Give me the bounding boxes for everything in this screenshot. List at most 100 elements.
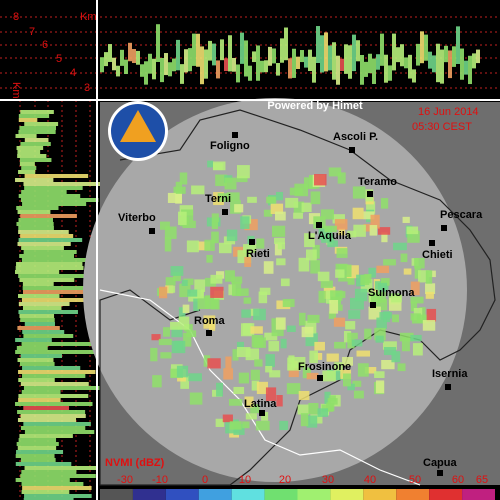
city-marker	[445, 384, 451, 390]
echo-row	[19, 278, 75, 282]
echo-cell	[224, 177, 237, 190]
scale-swatch	[297, 489, 331, 500]
echo-cell	[382, 341, 397, 350]
echo-row	[23, 334, 74, 338]
echo-column	[300, 50, 304, 63]
echo-column	[304, 56, 308, 68]
cities: Foligno Ascoli P. Teramo Terni Viterbo P…	[118, 131, 483, 476]
echo-column	[460, 48, 464, 80]
echo-cell	[183, 332, 192, 347]
echo-row	[18, 294, 60, 298]
scale-swatch	[330, 489, 364, 500]
echo-cell	[256, 238, 265, 249]
echo-row	[24, 186, 83, 190]
echo-cell	[333, 370, 344, 381]
echo-column	[160, 57, 164, 83]
echo-cell	[301, 202, 312, 212]
echo-column	[412, 69, 416, 83]
echo-cell	[211, 221, 218, 230]
echo-row	[15, 402, 93, 406]
echo-cell	[363, 211, 375, 220]
echo-cell	[228, 398, 243, 406]
echo-cell	[308, 402, 319, 415]
echo-cell	[391, 294, 402, 303]
echo-column	[384, 54, 388, 83]
echo-column	[148, 53, 152, 74]
city-marker	[316, 222, 322, 228]
echo-row	[21, 390, 61, 394]
echo-cell	[215, 174, 228, 187]
echo-column	[424, 34, 428, 61]
echo-cell	[264, 332, 278, 341]
echo-cell	[182, 304, 190, 313]
echo-cell	[410, 281, 420, 296]
echo-cell	[333, 317, 346, 327]
echo-cell	[403, 268, 412, 275]
echo-cell	[212, 161, 226, 171]
echo-column	[220, 39, 224, 61]
echo-cell	[366, 201, 376, 214]
echo-cell	[250, 404, 260, 414]
echo-column	[248, 65, 252, 81]
echo-column	[312, 56, 316, 83]
echo-cell	[286, 383, 301, 395]
echo-row	[17, 150, 41, 154]
echo-cell	[179, 283, 191, 298]
echo-column	[212, 43, 216, 66]
echo-cell	[276, 395, 283, 407]
echo-cell	[410, 301, 418, 312]
echo-cell	[347, 338, 355, 349]
echo-row	[19, 254, 75, 258]
echo-column	[316, 26, 320, 64]
scale-label: 65	[476, 474, 488, 486]
echo-cell	[345, 321, 356, 330]
echo-row	[17, 326, 60, 330]
echo-column	[140, 64, 144, 77]
echo-cell	[336, 248, 348, 258]
echo-row	[21, 190, 67, 194]
echo-cell	[187, 289, 201, 297]
echo-cell	[245, 413, 257, 420]
echo-column	[308, 49, 312, 71]
level-label: 8	[13, 11, 19, 23]
legend-title: NVMI (dBZ)	[105, 457, 165, 469]
echo-row	[15, 178, 54, 182]
echo-cell	[370, 214, 380, 229]
echo-row	[20, 458, 56, 462]
echo-row	[20, 474, 96, 478]
echo-column	[368, 53, 372, 74]
echo-cell	[305, 249, 317, 261]
echo-row	[15, 350, 96, 354]
echo-row	[16, 450, 64, 454]
echo-cell	[327, 240, 338, 248]
echo-cell	[374, 327, 386, 341]
echo-column	[176, 39, 180, 71]
echo-cell	[375, 380, 385, 394]
echo-cell	[197, 289, 204, 299]
echo-column	[296, 56, 300, 69]
city-label: L'Aquila	[308, 230, 352, 242]
echo-cell	[280, 278, 290, 287]
level-label: 6	[42, 39, 48, 51]
time: 05:30 CEST	[412, 121, 472, 133]
echo-row	[23, 250, 77, 254]
echo-cell	[197, 241, 211, 251]
scale-label: 10	[239, 474, 251, 486]
echo-column	[440, 49, 444, 84]
city-label: Teramo	[358, 176, 397, 188]
echo-cell	[258, 291, 268, 304]
echo-column	[432, 55, 436, 73]
echo-column	[292, 48, 296, 78]
city-marker	[370, 302, 376, 308]
echo-cell	[360, 274, 370, 286]
echo-cell	[357, 363, 369, 377]
radar-echoes	[150, 160, 437, 438]
echo-cell	[322, 370, 336, 382]
echo-cell	[263, 209, 273, 217]
echo-cell	[320, 280, 333, 288]
echo-column	[268, 46, 272, 66]
echo-cell	[242, 421, 250, 429]
echo-cell	[368, 306, 381, 320]
scale-swatch	[462, 489, 495, 500]
echo-cell	[292, 356, 306, 368]
